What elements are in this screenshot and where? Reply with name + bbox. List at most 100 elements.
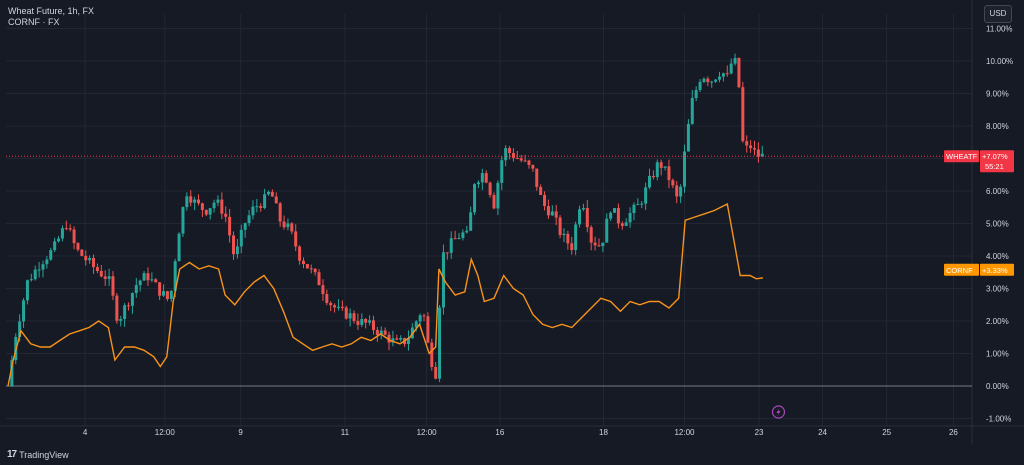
wheat-candle: [344, 307, 348, 319]
wheat-candle: [597, 245, 601, 247]
wheat-candle: [286, 223, 290, 228]
wheat-candle: [115, 295, 119, 321]
wheat-candle: [340, 306, 344, 308]
wheat-candle: [154, 279, 158, 283]
wheat-candle: [150, 279, 154, 281]
wheat-candle: [492, 195, 496, 209]
wheatf-name-label: WHEATF: [946, 152, 978, 161]
wheat-candle: [33, 269, 37, 280]
wheat-candle: [278, 203, 282, 222]
legend-main-symbol[interactable]: Wheat Future, 1h, FX: [8, 6, 95, 16]
wheat-candle: [352, 313, 356, 321]
wheat-candle: [531, 165, 535, 169]
wheatf-value-badge: [980, 150, 1014, 173]
wheat-candle: [204, 209, 208, 215]
wheat-candle: [197, 199, 201, 204]
cornf-value-label: +3.33%: [982, 266, 1008, 275]
wheat-candle: [511, 153, 515, 159]
wheat-candle: [441, 252, 445, 308]
wheat-candle: [185, 196, 189, 208]
wheat-candle: [585, 208, 589, 228]
wheat-candle: [449, 238, 453, 253]
wheat-candle: [620, 223, 624, 226]
x-tick-label: 12:00: [155, 428, 176, 437]
wheat-candle: [756, 149, 760, 157]
wheat-candle: [391, 338, 395, 343]
wheat-candle: [228, 216, 232, 236]
wheat-candle: [290, 223, 294, 232]
wheat-candle: [259, 206, 263, 209]
x-tick-label: 16: [495, 428, 504, 437]
wheat-candle: [130, 293, 134, 306]
wheat-candle: [539, 186, 543, 195]
tradingview-brand[interactable]: 17 TradingView: [7, 449, 69, 460]
wheat-candle: [752, 148, 756, 150]
wheat-candle: [523, 160, 527, 162]
wheat-candle: [333, 305, 337, 308]
wheat-candle: [698, 81, 702, 90]
wheat-candle: [581, 208, 585, 210]
wheat-candle: [430, 342, 434, 367]
wheat-candle: [325, 294, 329, 303]
currency-button[interactable]: USD: [984, 5, 1012, 23]
wheat-candle: [127, 305, 131, 307]
wheat-candle: [142, 273, 146, 281]
wheat-candle: [348, 313, 352, 319]
wheat-candle: [616, 208, 620, 224]
wheat-candle: [745, 141, 749, 146]
wheat-candle: [725, 73, 729, 75]
wheat-candle: [418, 315, 422, 322]
wheat-candle: [255, 206, 259, 208]
y-tick-label: 2.00%: [986, 317, 1009, 326]
wheat-candle: [609, 212, 613, 219]
wheat-candle: [165, 291, 169, 299]
wheat-candle: [313, 268, 317, 273]
wheat-candle: [679, 186, 683, 197]
wheat-candle: [515, 158, 519, 160]
wheat-candle: [360, 318, 364, 325]
wheat-candle: [216, 199, 220, 203]
wheat-candle: [694, 89, 698, 99]
wheat-candle: [422, 315, 426, 317]
wheat-candle: [414, 321, 418, 328]
wheat-candle: [321, 285, 325, 295]
wheat-candle: [655, 162, 659, 178]
wheat-candle: [760, 153, 764, 157]
y-tick-label: 6.00%: [986, 187, 1009, 196]
wheat-candle: [663, 166, 667, 168]
brand-name: TradingView: [19, 449, 69, 460]
x-tick-label: 25: [882, 428, 891, 437]
wheat-candle: [208, 208, 212, 215]
wheat-candle: [22, 300, 26, 322]
wheat-candle: [488, 182, 492, 196]
wheat-candle: [710, 81, 714, 83]
wheat-candle: [737, 57, 741, 88]
wheat-candle: [76, 243, 80, 250]
wheat-candle: [111, 276, 115, 296]
lightning-event-icon[interactable]: [771, 405, 786, 419]
cornf-series-line: [7, 202, 764, 387]
wheat-candle: [294, 231, 298, 247]
wheat-candle: [461, 232, 465, 239]
wheat-candle: [158, 282, 162, 296]
wheat-candle: [484, 173, 488, 183]
wheat-candle: [686, 123, 690, 152]
wheat-candle: [274, 196, 278, 204]
wheat-candle: [504, 148, 508, 161]
wheat-candle: [64, 228, 68, 230]
x-tick-label: 9: [238, 428, 243, 437]
wheat-candle: [496, 182, 500, 209]
wheat-candle: [173, 261, 177, 291]
wheat-candle: [546, 205, 550, 216]
legend-compare-symbol[interactable]: CORNF · FX: [8, 17, 60, 27]
wheatf-value-label: +7.07%: [982, 152, 1008, 161]
wheatf-countdown-label: 55:21: [985, 162, 1004, 171]
y-tick-label: -1.00%: [986, 415, 1011, 424]
wheat-candle: [247, 215, 251, 224]
x-tick-label: 18: [599, 428, 608, 437]
wheat-candle: [675, 185, 679, 197]
wheat-candle: [613, 208, 617, 213]
wheat-candle: [18, 321, 22, 337]
wheat-candle: [103, 276, 107, 279]
